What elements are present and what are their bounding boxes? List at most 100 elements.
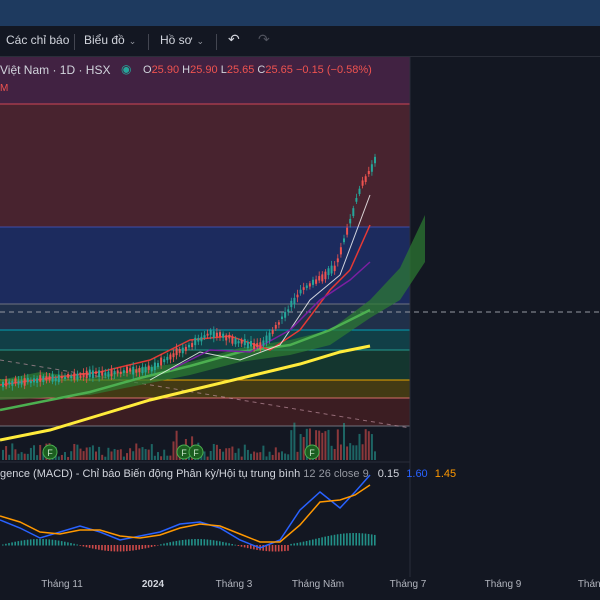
macd-hist-bar (17, 541, 20, 546)
indicators-button[interactable]: Các chỉ báo (6, 33, 70, 47)
volume-bar (132, 451, 135, 460)
templates-button[interactable]: Hồ sơ ⌄ (160, 33, 204, 47)
undo-icon[interactable]: ↶ (228, 31, 240, 47)
macd-hist-bar (228, 543, 230, 546)
macd-hist-bar (265, 545, 268, 552)
eye-icon[interactable]: ◉ (121, 62, 132, 76)
macd-hist-bar (153, 545, 156, 547)
volume-bar (290, 430, 293, 460)
macd-hist-bar (361, 533, 364, 546)
macd-hist-bar (101, 545, 103, 551)
macd-hist-bar (225, 542, 227, 546)
macd-histogram (2, 533, 376, 552)
volume-bar (82, 451, 85, 460)
macd-hist-bar (318, 538, 320, 546)
macd-hist-bar (116, 545, 119, 552)
macd-hist-bar (138, 545, 140, 550)
volume-bar (299, 434, 302, 460)
fib-zone-red (0, 104, 410, 227)
volume-bar (163, 449, 166, 460)
macd-hist-bar (219, 541, 221, 546)
macd-hist-bar (367, 533, 370, 546)
macd-hist-bar (370, 534, 373, 546)
volume-bar (113, 449, 116, 460)
volume-bar (293, 422, 296, 460)
macd-legend[interactable]: gence (MACD) - Chỉ báo Biến động Phân kỳ… (0, 468, 456, 480)
chart-type-button[interactable]: Biểu đồ ⌄ (84, 33, 136, 47)
volume-bar (153, 455, 156, 460)
macd-hist-bar (324, 536, 326, 546)
toolbar-divider (216, 34, 217, 50)
volume-bar (308, 428, 311, 460)
volume-bar (302, 437, 305, 460)
x-tick-label: Tháng 11 (41, 579, 83, 590)
volume-bar (203, 451, 206, 460)
volume-bar (315, 430, 318, 460)
volume-bar (76, 444, 79, 460)
volume-bar (228, 448, 231, 460)
volume-bar (250, 453, 252, 460)
volume-bar (70, 451, 73, 460)
macd-hist-bar (299, 542, 302, 546)
macd-hist-bar (104, 545, 106, 551)
ma-mid-line (0, 308, 371, 412)
volume-bar (88, 447, 91, 460)
macd-hist-bar (234, 544, 237, 546)
macd-hist-bar (333, 534, 336, 546)
x-tick-label: Tháng 7 (389, 579, 427, 590)
low-key: L (220, 64, 227, 76)
macd-title: gence (MACD) - Chỉ báo Biến động Phân kỳ… (0, 468, 301, 480)
low-value: 25.65 (226, 64, 255, 76)
macd-hist-bar (73, 543, 75, 546)
toolbar-divider (74, 34, 75, 50)
fib-zone-blue (0, 227, 410, 304)
macd-hist-bar (39, 539, 41, 546)
volume-bar (296, 451, 299, 460)
macd-hist-bar (330, 535, 333, 546)
volume-bar (60, 454, 63, 460)
volume-bar (262, 445, 265, 460)
volume-bar (8, 454, 11, 460)
redo-icon[interactable]: ↷ (258, 31, 270, 47)
ma-fast-line (149, 194, 371, 381)
macd-hist-bar (45, 539, 47, 546)
macd-hist-bar (262, 545, 264, 551)
macd-hist-bar (352, 533, 354, 546)
high-value: 25.90 (190, 64, 218, 76)
volume-bar (374, 451, 376, 460)
macd-hist-bar (321, 537, 323, 546)
symbol-title[interactable]: Việt Nam · 1D · HSX (0, 63, 111, 77)
macd-hist-bar (166, 542, 168, 546)
macd-hist-bar (76, 544, 78, 546)
volume-bar (14, 449, 17, 460)
volume-bar (141, 447, 144, 460)
volume-bar (277, 452, 280, 460)
volume-bar (126, 453, 128, 460)
volume-bar (324, 431, 327, 460)
volume-bar (231, 446, 234, 460)
macd-hist-bar (268, 545, 271, 552)
x-tick-label: Tháng 3 (215, 579, 253, 590)
macd-hist-bar (20, 540, 23, 546)
macd-line (0, 474, 371, 549)
volume-bar (222, 451, 225, 460)
volume-bar (265, 456, 268, 460)
x-tick-label: Tháng Năm (291, 579, 345, 590)
volume-bar (169, 455, 172, 460)
time-axis[interactable]: Tháng 11 2024 Tháng 3 Tháng Năm Tháng 7 … (0, 577, 600, 600)
macd-hist-bar (51, 539, 54, 546)
macd-hist-bar (98, 545, 100, 550)
macd-hist-bar (157, 545, 159, 546)
volume-bar (166, 455, 169, 460)
macd-hist-bar (277, 545, 280, 552)
volume-bar (321, 432, 324, 460)
volume-bar (26, 453, 29, 460)
volume-bar (330, 445, 333, 460)
macd-hist-bar (243, 545, 246, 548)
high-key: H (182, 64, 191, 76)
macd-hist-bar (364, 533, 367, 546)
macd-hist-bar (36, 539, 38, 546)
volume-bar (274, 447, 277, 460)
macd-hist-bar (147, 545, 150, 548)
